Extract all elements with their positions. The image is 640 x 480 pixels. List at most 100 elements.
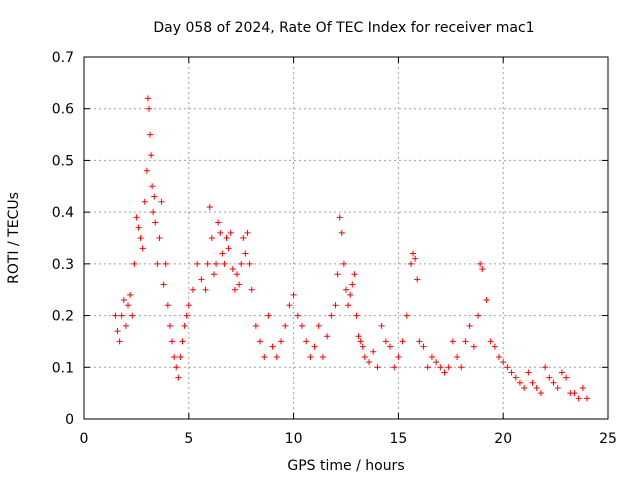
data-point bbox=[286, 302, 293, 309]
data-point bbox=[143, 167, 150, 174]
data-point bbox=[340, 260, 347, 267]
data-point bbox=[496, 353, 503, 360]
data-point bbox=[118, 312, 125, 319]
data-point bbox=[359, 343, 366, 350]
data-point bbox=[512, 374, 519, 381]
data-point bbox=[345, 302, 352, 309]
data-point bbox=[185, 302, 192, 309]
data-point bbox=[265, 312, 272, 319]
x-tick-label: 10 bbox=[285, 431, 303, 447]
plot-border bbox=[83, 56, 609, 420]
data-point bbox=[491, 343, 498, 350]
data-point bbox=[173, 364, 180, 371]
x-tick-label: 5 bbox=[184, 431, 193, 447]
data-point bbox=[407, 260, 414, 267]
data-point bbox=[257, 338, 264, 345]
data-point bbox=[554, 384, 561, 391]
x-axis-label: GPS time / hours bbox=[287, 458, 404, 474]
data-point bbox=[122, 322, 129, 329]
data-point bbox=[208, 235, 215, 241]
data-point bbox=[210, 271, 217, 278]
data-point bbox=[351, 271, 358, 278]
data-point bbox=[127, 291, 134, 298]
data-point bbox=[332, 302, 339, 309]
y-tick-label: 0.1 bbox=[52, 360, 74, 376]
data-point bbox=[217, 229, 224, 236]
data-point bbox=[449, 338, 456, 345]
data-point bbox=[416, 338, 423, 345]
y-axis-label: ROTI / TECUs bbox=[6, 192, 22, 284]
data-point bbox=[135, 224, 142, 231]
data-point bbox=[231, 286, 238, 293]
data-point bbox=[164, 302, 171, 309]
axis-ticks: 0 5 10 15 20 25 0 0.1 0.2 0.3 0.4 0.5 0.6 0.7 bbox=[52, 50, 617, 447]
data-point bbox=[244, 229, 251, 236]
data-point bbox=[458, 364, 465, 371]
data-point bbox=[202, 286, 209, 293]
data-point bbox=[311, 343, 318, 350]
data-point bbox=[181, 322, 188, 329]
data-point bbox=[328, 312, 335, 319]
data-point bbox=[242, 250, 249, 257]
data-point bbox=[112, 312, 119, 319]
data-point bbox=[133, 214, 140, 221]
data-point bbox=[338, 229, 345, 236]
data-point bbox=[183, 312, 190, 319]
data-point bbox=[238, 260, 245, 267]
data-point bbox=[154, 260, 161, 267]
data-point bbox=[160, 281, 167, 288]
data-point bbox=[366, 359, 373, 366]
data-point bbox=[571, 390, 578, 397]
data-point bbox=[445, 364, 452, 371]
data-point bbox=[225, 245, 232, 252]
y-tick-label: 0.6 bbox=[52, 102, 74, 118]
data-point bbox=[374, 364, 381, 371]
data-point bbox=[213, 260, 220, 267]
data-point bbox=[370, 348, 377, 355]
data-point bbox=[579, 384, 586, 391]
data-point bbox=[483, 297, 490, 304]
data-point bbox=[156, 235, 163, 241]
y-tick-label: 0.5 bbox=[52, 153, 74, 169]
data-point bbox=[414, 276, 421, 283]
data-point bbox=[204, 260, 211, 267]
data-point bbox=[334, 271, 341, 278]
data-point bbox=[158, 198, 165, 205]
data-point bbox=[179, 338, 186, 345]
data-point bbox=[162, 260, 169, 267]
data-point bbox=[290, 291, 297, 298]
data-point bbox=[563, 374, 570, 381]
data-point bbox=[584, 395, 591, 402]
data-point bbox=[477, 260, 484, 267]
data-point bbox=[454, 353, 461, 360]
data-point bbox=[403, 312, 410, 319]
data-point bbox=[171, 353, 178, 360]
data-point bbox=[437, 364, 444, 371]
data-point bbox=[420, 343, 427, 350]
data-point bbox=[148, 152, 155, 159]
data-point bbox=[144, 95, 151, 102]
data-points bbox=[112, 95, 591, 402]
data-point bbox=[137, 235, 144, 241]
data-point bbox=[125, 302, 132, 309]
data-point bbox=[234, 271, 241, 278]
data-point bbox=[378, 322, 385, 329]
data-point bbox=[151, 193, 158, 200]
data-point bbox=[500, 359, 507, 366]
data-point bbox=[462, 338, 469, 345]
x-tick-label: 25 bbox=[599, 431, 617, 447]
data-point bbox=[236, 281, 243, 288]
data-point bbox=[516, 379, 523, 386]
data-point bbox=[246, 260, 253, 267]
data-point bbox=[361, 353, 368, 360]
data-point bbox=[324, 333, 331, 340]
data-point bbox=[221, 260, 228, 267]
data-point bbox=[441, 369, 448, 376]
data-point bbox=[336, 214, 343, 221]
data-point bbox=[343, 286, 349, 293]
data-point bbox=[175, 374, 182, 381]
data-point bbox=[129, 312, 136, 319]
data-point bbox=[546, 374, 553, 381]
data-point bbox=[139, 245, 146, 252]
